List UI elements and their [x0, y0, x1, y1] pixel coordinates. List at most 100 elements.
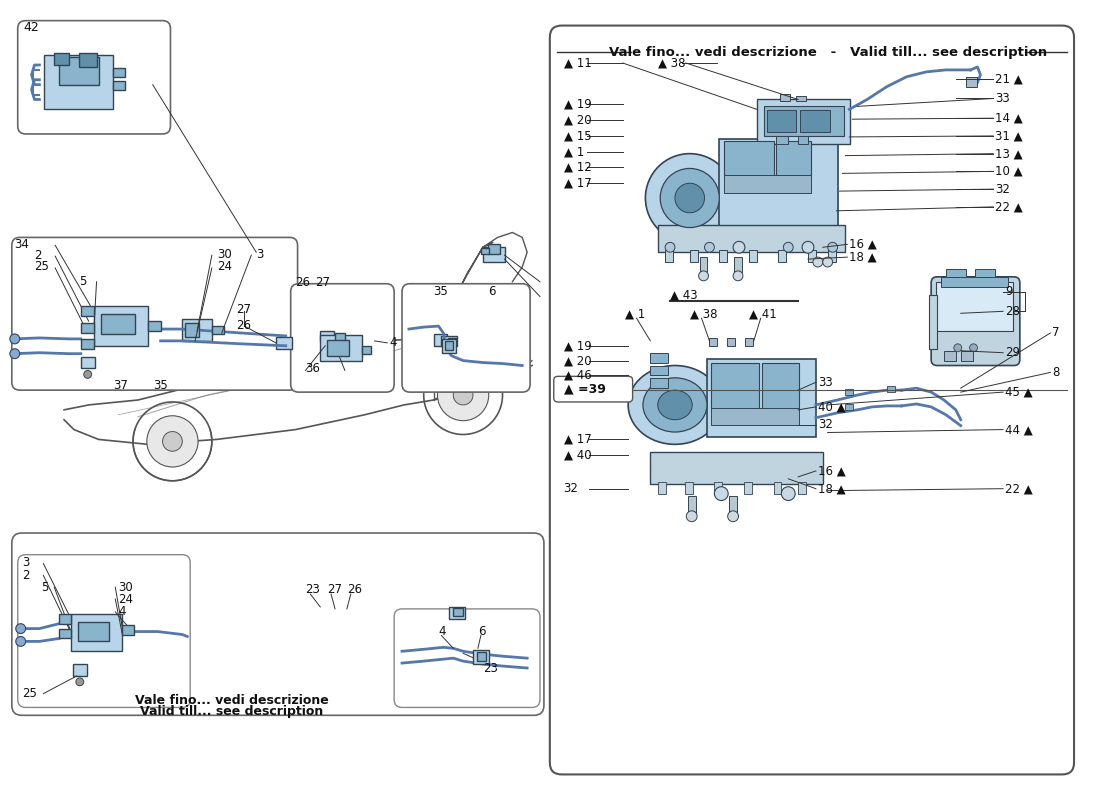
Circle shape [733, 242, 745, 253]
Text: 16 ▲: 16 ▲ [817, 465, 846, 478]
Circle shape [714, 486, 728, 501]
Bar [113, 81, 125, 90]
Bar [712, 408, 799, 425]
Bar [887, 386, 894, 392]
Bar [70, 614, 122, 651]
Text: sinola: sinola [630, 413, 848, 525]
Text: 34: 34 [14, 238, 29, 251]
Bar [59, 614, 70, 624]
Text: 2: 2 [22, 569, 30, 582]
Bar [147, 321, 161, 331]
Ellipse shape [658, 390, 692, 420]
Bar [122, 625, 134, 634]
Text: ▲ 17: ▲ 17 [563, 433, 592, 446]
Bar [685, 482, 693, 494]
Text: 27: 27 [236, 303, 252, 316]
Text: 26: 26 [346, 582, 362, 596]
Circle shape [438, 370, 488, 421]
Bar [54, 53, 69, 65]
Text: ▲ 46: ▲ 46 [563, 369, 592, 382]
Bar [936, 282, 1013, 331]
Bar [80, 306, 94, 316]
Bar [212, 326, 223, 334]
Text: 30: 30 [217, 248, 231, 261]
Circle shape [781, 486, 795, 501]
Bar [734, 257, 742, 272]
Ellipse shape [660, 169, 719, 227]
Bar [320, 331, 334, 341]
Text: 5: 5 [79, 275, 86, 288]
Bar [767, 110, 796, 132]
Text: 33: 33 [996, 92, 1010, 105]
Bar [976, 269, 996, 277]
Text: 35: 35 [153, 378, 167, 392]
FancyBboxPatch shape [553, 376, 632, 402]
Bar [658, 482, 667, 494]
Ellipse shape [642, 378, 707, 432]
Text: 3: 3 [256, 248, 264, 261]
Text: ▲ 17: ▲ 17 [563, 177, 592, 190]
Bar [183, 319, 212, 341]
Text: 8: 8 [1053, 366, 1059, 379]
Bar [763, 106, 845, 136]
Bar [846, 389, 854, 395]
Text: ▲ =39: ▲ =39 [563, 382, 605, 396]
Bar [749, 250, 757, 262]
Text: 32: 32 [817, 418, 833, 431]
FancyBboxPatch shape [550, 26, 1074, 774]
Text: Vale fino... vedi descrizione   -   Valid till... see description: Vale fino... vedi descrizione - Valid ti… [608, 46, 1047, 58]
Text: ▲ 20: ▲ 20 [563, 354, 591, 367]
Bar [799, 482, 806, 494]
Text: sinola: sinola [199, 596, 393, 697]
Bar [727, 338, 735, 346]
Bar [59, 629, 70, 638]
Bar [946, 269, 966, 277]
Text: 5: 5 [42, 581, 48, 594]
Bar [185, 323, 199, 337]
Text: 16 ▲: 16 ▲ [849, 238, 877, 251]
Bar [73, 664, 87, 676]
Text: ▲ 38: ▲ 38 [658, 57, 685, 70]
Bar [940, 277, 1008, 286]
Text: 4: 4 [389, 336, 397, 350]
Bar [960, 350, 972, 361]
Bar [796, 95, 806, 102]
Bar [707, 358, 816, 438]
Bar [724, 175, 811, 193]
Bar [650, 366, 668, 375]
Bar [336, 333, 345, 341]
Bar [94, 306, 147, 346]
Bar [712, 362, 759, 410]
Circle shape [76, 678, 84, 686]
Ellipse shape [628, 366, 722, 444]
Bar [930, 294, 937, 349]
FancyBboxPatch shape [394, 609, 540, 707]
Text: 44 ▲: 44 ▲ [1005, 423, 1033, 436]
Bar [800, 110, 829, 132]
Text: 26: 26 [296, 276, 310, 290]
Text: 18 ▲: 18 ▲ [849, 250, 877, 264]
FancyBboxPatch shape [402, 284, 530, 392]
Text: 37: 37 [113, 378, 129, 392]
Text: 14 ▲: 14 ▲ [996, 112, 1023, 125]
Bar [710, 338, 717, 346]
Bar [113, 68, 125, 77]
Bar [453, 608, 463, 616]
Bar [100, 314, 135, 334]
Bar [477, 652, 486, 661]
Bar [320, 335, 362, 361]
Bar [799, 136, 808, 144]
Text: 42: 42 [23, 21, 40, 34]
Bar [700, 257, 707, 272]
Text: 9: 9 [1005, 285, 1013, 298]
Circle shape [698, 271, 708, 281]
Text: 25: 25 [34, 261, 50, 274]
Text: parts: parts [598, 323, 879, 477]
Text: 22 ▲: 22 ▲ [1005, 482, 1033, 495]
Text: 27: 27 [327, 582, 342, 596]
Bar [719, 250, 727, 262]
FancyBboxPatch shape [290, 284, 394, 392]
Bar [944, 350, 956, 361]
Circle shape [704, 242, 714, 252]
Text: ▲ 1: ▲ 1 [625, 308, 645, 321]
